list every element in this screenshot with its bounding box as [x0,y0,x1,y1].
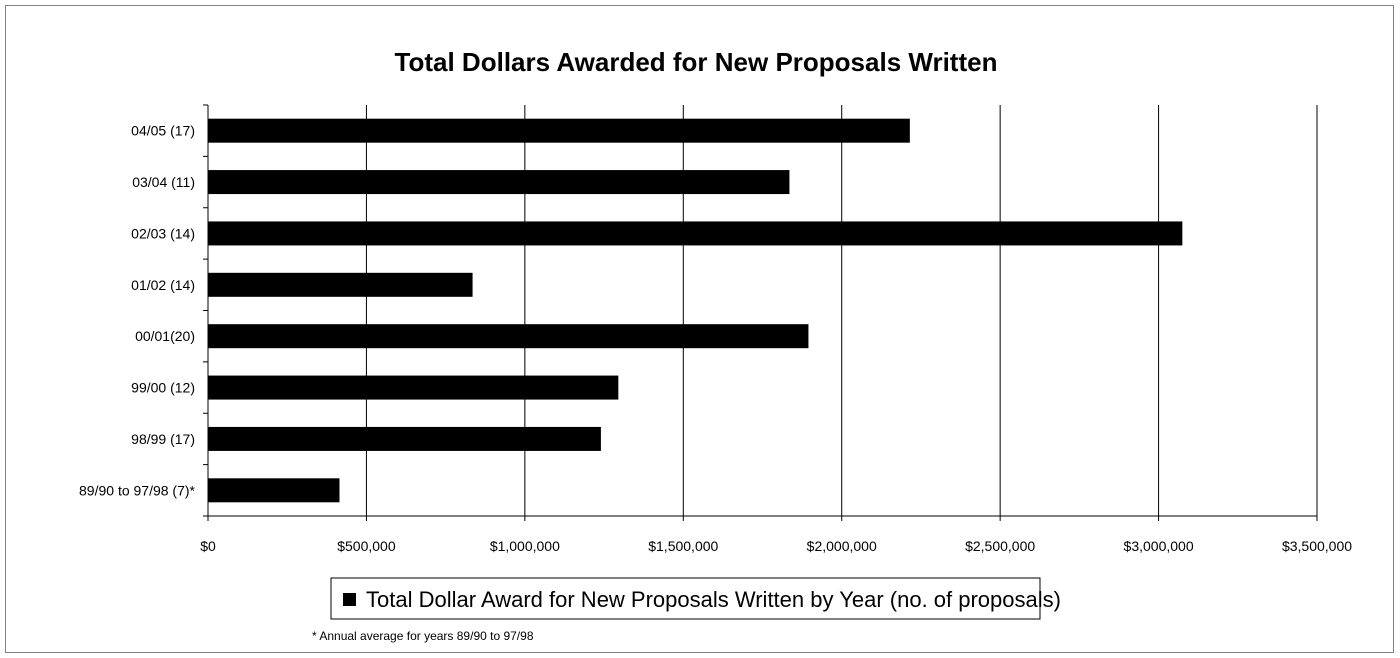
category-label: 89/90 to 97/98 (7)* [79,482,196,498]
category-label: 00/01(20) [135,328,195,344]
category-label: 04/05 (17) [131,123,195,139]
bars [208,118,1183,503]
chart-frame [5,5,1394,653]
category-label: 03/04 (11) [132,174,195,190]
axes [203,104,1318,521]
x-tick-label: $3,000,000 [1124,538,1194,554]
x-tick-labels: $0 $500,000 $1,000,000 $1,500,000 $2,000,000… [200,538,1352,554]
gridlines [365,105,1318,516]
bar [208,170,790,195]
x-tick-label: $0 [200,538,216,554]
x-tick-label: $500,000 [337,538,396,554]
category-labels: 04/05 (17) 03/04 (11) 02/03 (14) 01/02 (14)… [79,123,196,499]
category-label: 02/03 (14) [131,225,195,241]
category-label: 01/02 (14) [131,277,195,293]
category-label: 98/99 (17) [131,431,195,447]
x-tick-label: $2,000,000 [807,538,877,554]
chart-title: Total Dollars Awarded for New Proposals … [395,47,998,77]
bar [208,478,340,503]
x-tick-label: $3,500,000 [1282,538,1352,554]
footnote: * Annual average for years 89/90 to 97/9… [312,629,534,643]
bar [208,221,1183,246]
x-tick-label: $1,000,000 [490,538,560,554]
category-label: 99/00 (12) [131,380,195,396]
bar [208,272,473,297]
legend-swatch [343,593,356,606]
legend: Total Dollar Award for New Proposals Wri… [330,577,1061,620]
legend-box [330,577,1041,620]
x-tick-label: $1,500,000 [648,538,718,554]
bar [208,375,619,400]
bar [208,426,601,451]
bar [208,118,910,143]
legend-label: Total Dollar Award for New Proposals Wri… [366,587,1061,612]
x-tick-label: $2,500,000 [965,538,1035,554]
bar [208,324,809,349]
